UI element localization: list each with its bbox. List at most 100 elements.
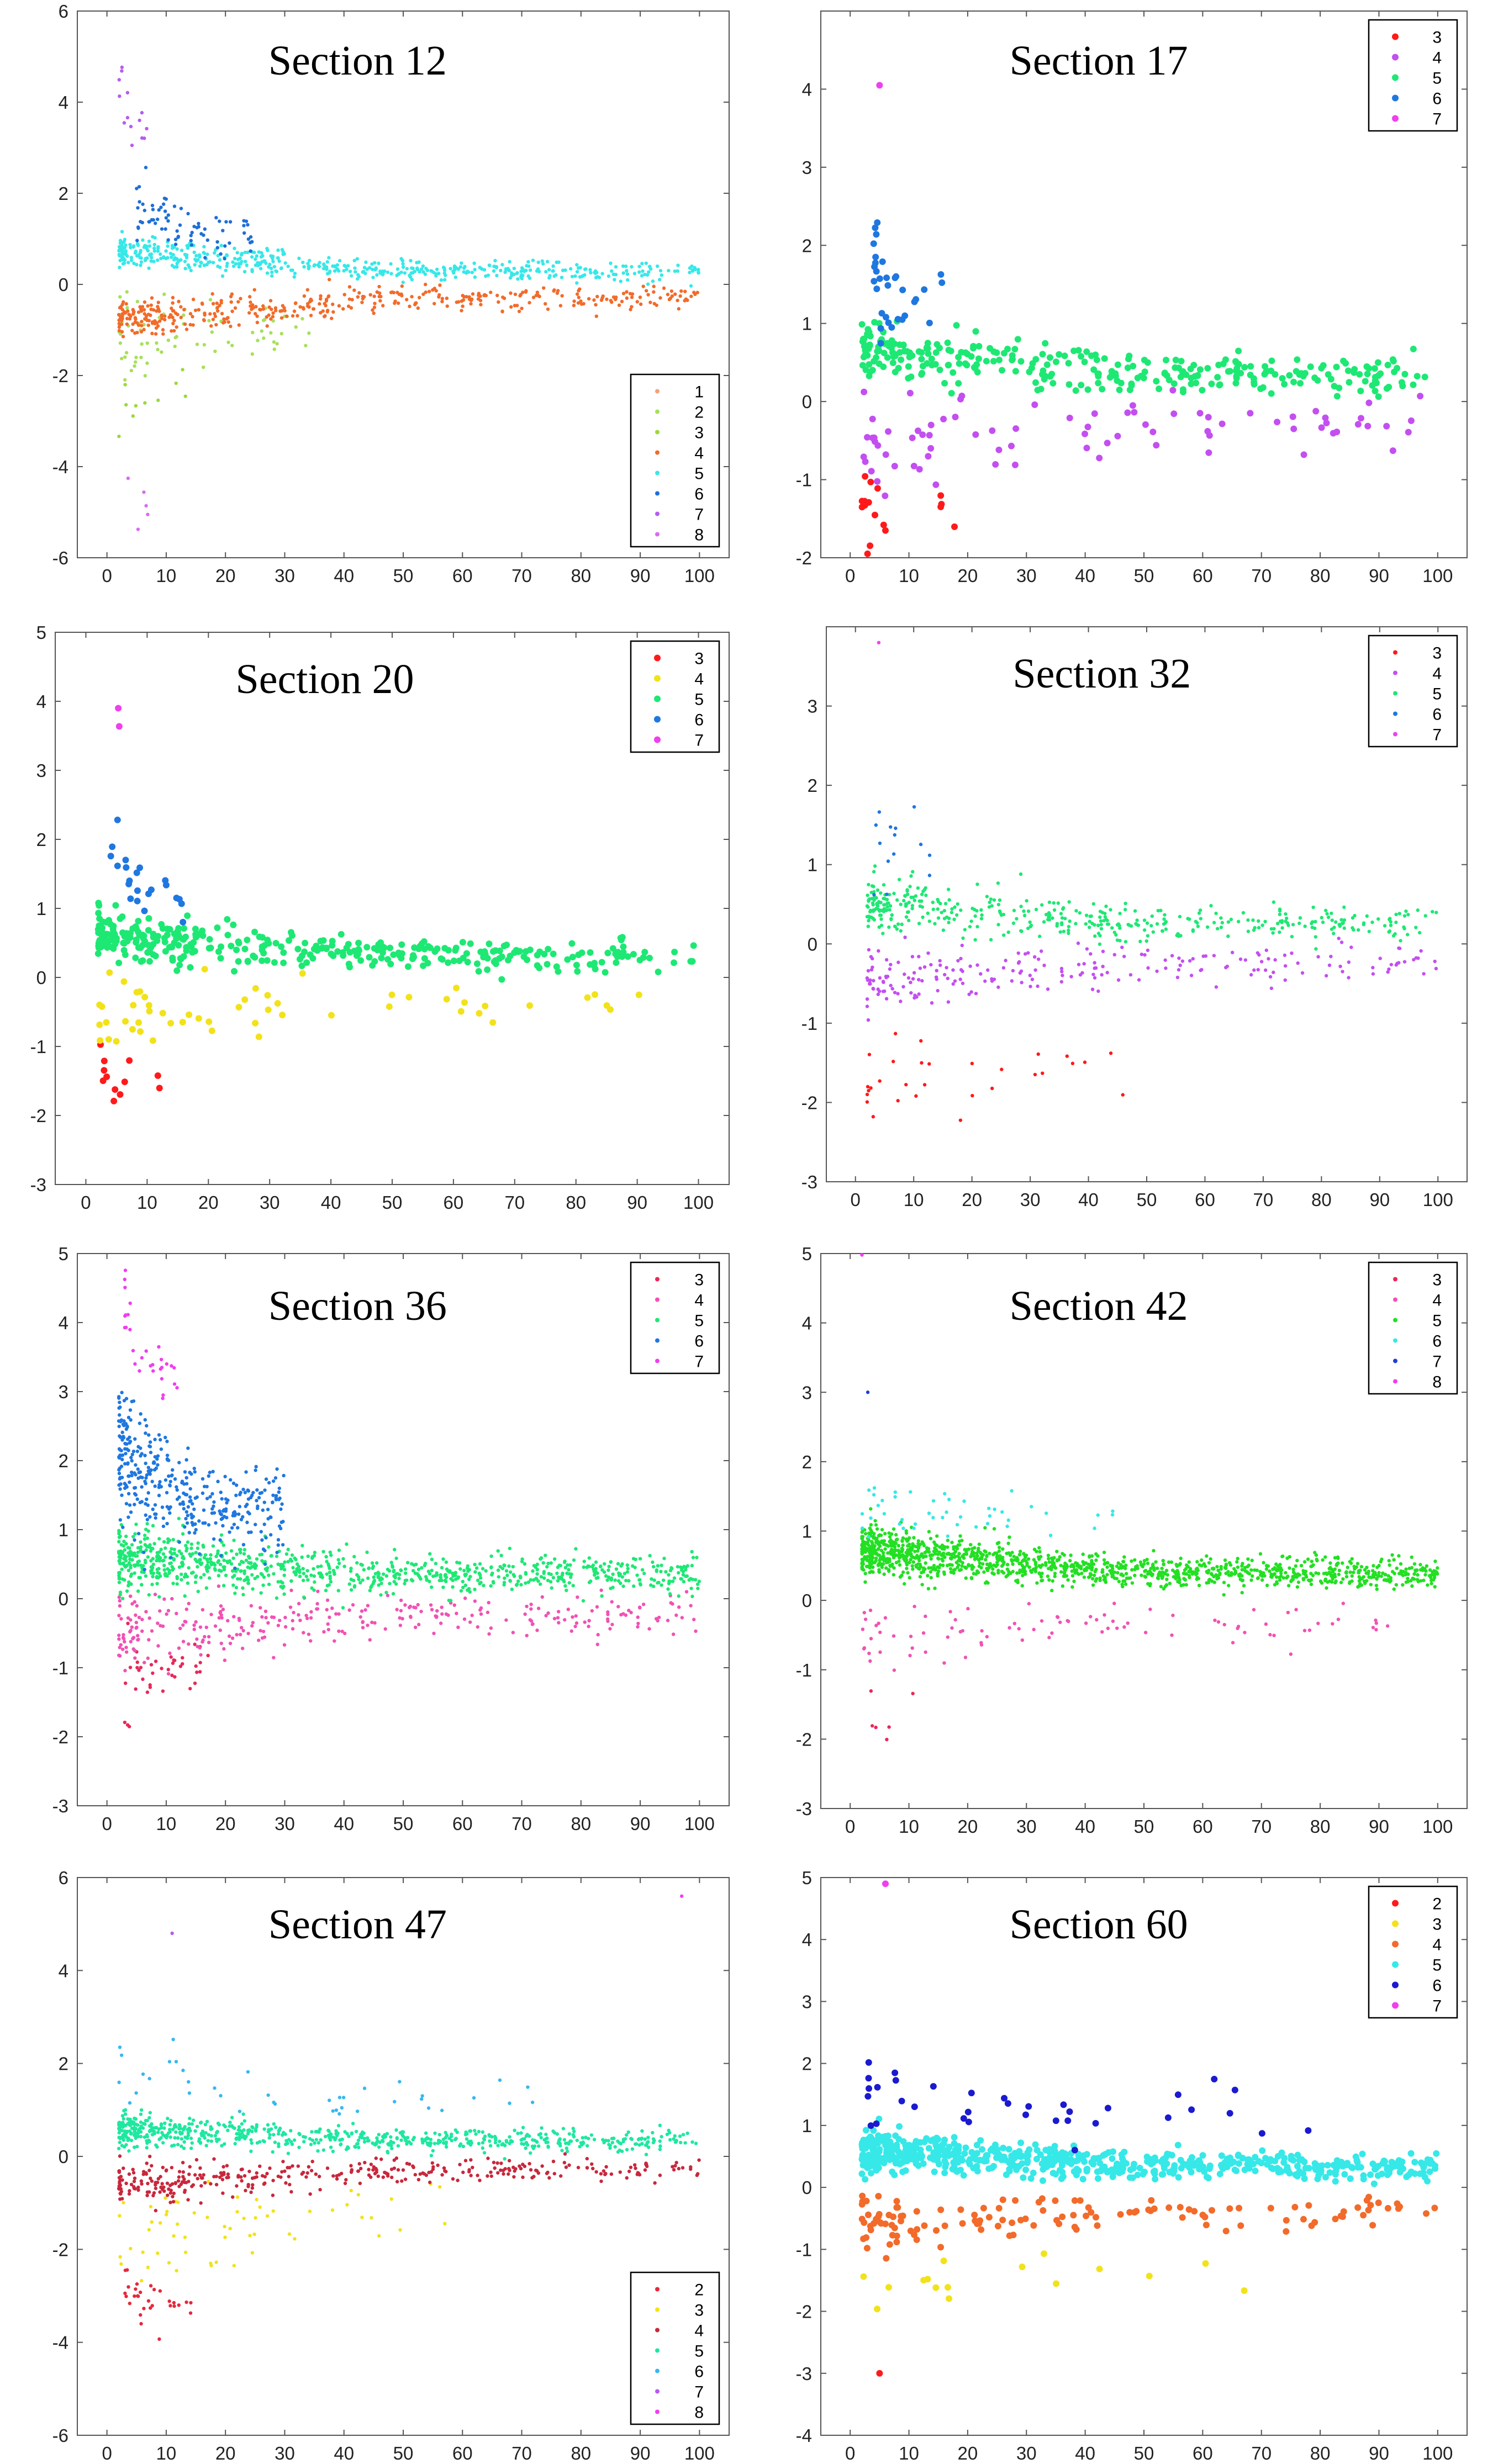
- data-point: [878, 310, 885, 317]
- data-point: [362, 266, 367, 269]
- data-point: [635, 1573, 639, 1577]
- data-point: [138, 305, 142, 309]
- data-point: [283, 1560, 287, 1564]
- data-point: [1084, 424, 1091, 431]
- data-point: [129, 124, 133, 129]
- data-point: [1052, 901, 1056, 905]
- data-point: [624, 264, 628, 268]
- data-point: [312, 264, 316, 268]
- data-point: [962, 349, 969, 356]
- data-point: [998, 911, 1002, 915]
- x-tick-label: 10: [137, 1192, 157, 1213]
- data-point: [135, 918, 142, 925]
- data-point: [473, 275, 477, 279]
- data-point: [139, 256, 143, 260]
- data-point: [156, 249, 160, 253]
- data-point: [319, 1574, 323, 1579]
- data-point: [223, 1565, 226, 1569]
- data-point: [911, 895, 915, 900]
- data-point: [544, 269, 548, 274]
- data-point: [605, 297, 609, 302]
- data-point: [166, 1537, 170, 1541]
- data-point: [119, 1418, 124, 1422]
- data-point: [127, 895, 134, 902]
- data-point: [1199, 387, 1206, 394]
- data-point: [473, 1562, 477, 1567]
- data-point: [259, 957, 266, 964]
- y-tick-label: 1: [802, 1521, 812, 1542]
- data-point: [139, 1454, 143, 1458]
- data-point: [160, 1505, 165, 1509]
- data-point: [144, 1561, 147, 1564]
- data-point: [1393, 932, 1397, 936]
- data-point: [133, 1437, 137, 1441]
- data-point: [348, 269, 352, 273]
- data-point: [176, 235, 180, 239]
- data-point: [297, 1613, 300, 1617]
- data-point: [225, 253, 229, 257]
- data-point: [242, 224, 246, 228]
- data-point: [697, 268, 700, 272]
- data-point: [874, 485, 881, 492]
- data-point: [1205, 449, 1212, 456]
- data-point: [993, 349, 1000, 356]
- data-point: [231, 967, 238, 975]
- data-point: [372, 1575, 376, 1579]
- data-point: [625, 290, 629, 294]
- data-point: [1279, 1571, 1283, 1575]
- data-point: [682, 1580, 686, 1584]
- data-point: [313, 1580, 317, 1584]
- data-point: [182, 1482, 186, 1486]
- data-point: [893, 1032, 898, 1035]
- data-point: [609, 261, 613, 265]
- data-point: [652, 1578, 656, 1582]
- data-point: [659, 1569, 663, 1574]
- data-point: [968, 924, 972, 929]
- legend-label: 6: [1432, 706, 1442, 724]
- data-point: [508, 276, 513, 280]
- data-point: [135, 1660, 139, 1664]
- data-point: [1198, 908, 1202, 912]
- data-point: [118, 1571, 122, 1574]
- data-point: [1191, 957, 1195, 961]
- data-point: [147, 886, 155, 893]
- data-point: [149, 313, 152, 318]
- data-point: [473, 1588, 477, 1591]
- x-tick-label: 50: [382, 1192, 403, 1213]
- data-point: [892, 852, 896, 856]
- data-point: [235, 251, 239, 255]
- data-point: [349, 1569, 353, 1573]
- data-point: [878, 913, 882, 917]
- data-point: [625, 272, 630, 276]
- data-point: [906, 976, 911, 980]
- data-point: [163, 1435, 167, 1440]
- legend-box: [1368, 19, 1458, 132]
- data-point: [1169, 387, 1177, 394]
- data-point: [325, 1608, 329, 1612]
- data-point: [201, 1477, 205, 1481]
- data-point: [1278, 907, 1282, 911]
- data-point: [551, 1575, 556, 1580]
- data-point: [254, 257, 257, 261]
- data-point: [1316, 1621, 1320, 1625]
- data-point: [333, 1639, 336, 1643]
- data-point: [1162, 356, 1169, 363]
- data-point: [323, 944, 330, 951]
- data-point: [153, 1593, 157, 1596]
- data-point: [906, 389, 914, 396]
- data-point: [577, 295, 581, 299]
- data-point: [298, 1619, 302, 1622]
- data-point: [327, 256, 331, 260]
- data-point: [864, 433, 871, 441]
- data-point: [435, 1609, 439, 1613]
- data-point: [874, 348, 881, 355]
- data-point: [1399, 383, 1406, 390]
- data-point: [146, 1555, 150, 1559]
- data-point: [502, 296, 507, 300]
- data-point: [123, 383, 127, 387]
- data-point: [361, 1578, 365, 1582]
- data-point: [392, 1574, 396, 1578]
- data-point: [416, 1567, 421, 1572]
- data-point: [211, 1544, 215, 1548]
- data-point: [274, 1498, 278, 1501]
